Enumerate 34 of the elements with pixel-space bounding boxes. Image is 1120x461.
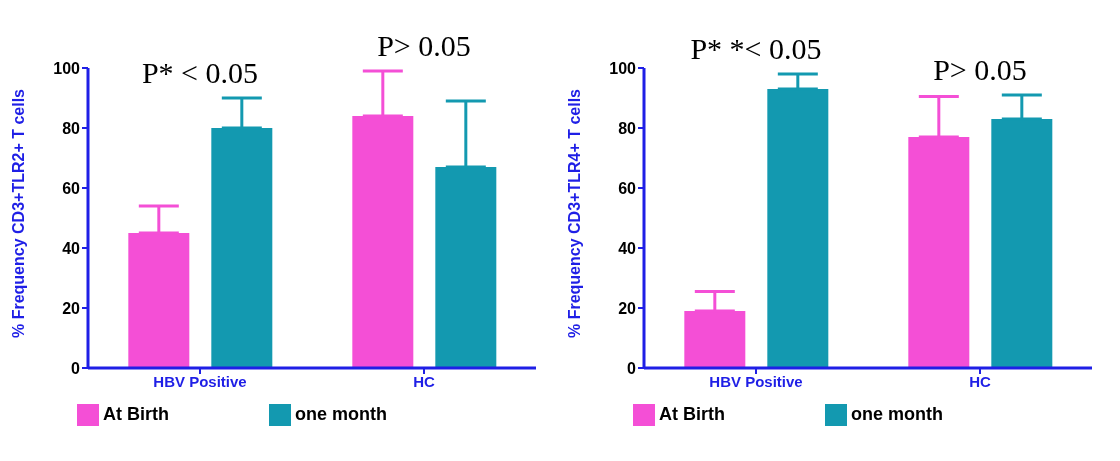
bar [352,116,414,368]
bar [908,137,970,368]
y-tick-label: 80 [62,119,81,137]
y-tick-label: 0 [71,359,81,377]
legend-label: At Birth [103,404,169,424]
x-tick-label: HC [413,372,435,390]
y-tick-label: 60 [618,179,637,197]
x-tick-label: HBV Positive [153,372,247,390]
bar [991,119,1053,368]
y-tick-label: 40 [618,239,637,257]
annotation: P> 0.05 [932,53,1028,87]
y-tick-label: 80 [618,119,637,137]
y-tick-label: 60 [62,179,81,197]
bar [211,128,273,368]
y-tick-label: 0 [627,359,637,377]
y-tick-label: 20 [62,299,81,317]
y-tick-label: 100 [53,59,81,77]
bar [684,311,746,368]
y-axis-title: % Frequency CD3+TLR2+ T cells [9,88,27,338]
bar [767,89,829,368]
x-tick-label: HC [969,372,991,390]
annotation: P* < 0.05 [140,56,260,90]
legend-label: At Birth [659,404,725,424]
y-axis-title: % Frequency CD3+TLR4+ T cells [565,88,583,338]
legend-label: one month [851,404,943,424]
bar [128,233,190,368]
bar [435,167,497,368]
x-tick-label: HBV Positive [709,372,803,390]
text: P> 0.05 [376,29,472,63]
text: P* *< 0.05 [689,32,823,66]
y-tick-label: 20 [618,299,637,317]
legend-label: one month [295,404,387,424]
y-tick-label: 40 [62,239,81,257]
y-tick-label: 100 [609,59,637,77]
